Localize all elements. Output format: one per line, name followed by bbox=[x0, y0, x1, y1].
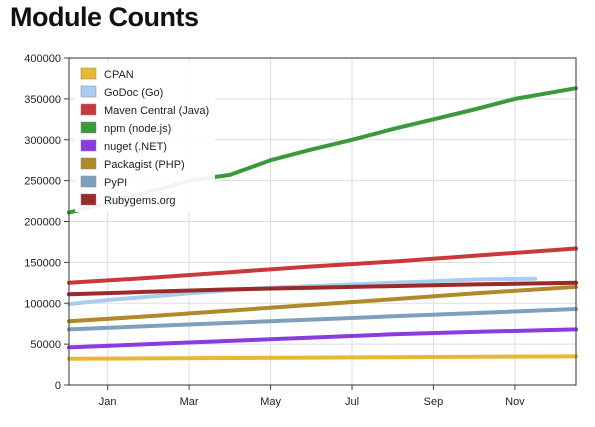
legend-label: CPAN bbox=[104, 69, 134, 81]
legend-label: Maven Central (Java) bbox=[104, 105, 209, 117]
y-tick-label: 250000 bbox=[24, 176, 61, 188]
series-line-packagist-php bbox=[67, 284, 578, 324]
legend-label: Packagist (PHP) bbox=[104, 159, 185, 171]
chart-legend: CPAN GoDoc (Go) Maven Central (Java) npm (n… bbox=[75, 62, 215, 212]
x-tick-label: Sep bbox=[424, 396, 444, 408]
y-tick-label: 50000 bbox=[30, 339, 61, 351]
series-line-cpan bbox=[67, 354, 578, 361]
legend-swatch bbox=[80, 193, 97, 206]
legend-label: nuget (.NET) bbox=[104, 141, 167, 153]
x-tick-label: Jan bbox=[99, 396, 117, 408]
series-line-rubygems-org bbox=[67, 280, 578, 297]
y-tick-label: 150000 bbox=[24, 257, 61, 269]
legend-swatch bbox=[80, 175, 97, 188]
legend-swatch bbox=[80, 67, 97, 80]
plot-frame bbox=[68, 57, 577, 386]
series-layer bbox=[67, 86, 578, 361]
legend-background bbox=[75, 62, 215, 212]
y-tick-label: 400000 bbox=[24, 53, 61, 65]
y-tick-label: 200000 bbox=[24, 217, 61, 229]
series-line-maven-central-java bbox=[67, 246, 578, 285]
x-tick-label: Nov bbox=[505, 396, 525, 408]
x-tick-label: Jul bbox=[345, 396, 359, 408]
legend-label: Rubygems.org bbox=[104, 195, 176, 207]
legend-label: GoDoc (Go) bbox=[104, 87, 163, 99]
legend-swatch bbox=[80, 103, 97, 116]
series-line-pypi bbox=[67, 307, 578, 332]
legend-swatch bbox=[80, 139, 97, 152]
legend-swatch bbox=[80, 85, 97, 98]
y-tick-label: 300000 bbox=[24, 135, 61, 147]
legend-label: PyPI bbox=[104, 177, 127, 189]
legend-swatch bbox=[80, 121, 97, 134]
x-tick-label: May bbox=[260, 396, 281, 408]
tick-labels: 0 50000 100000 150000 200000 250000 300000 3500… bbox=[24, 53, 525, 408]
y-tick-label: 350000 bbox=[24, 94, 61, 106]
y-tick-label: 0 bbox=[55, 380, 61, 392]
chart-axes bbox=[64, 57, 577, 390]
legend-label: npm (node.js) bbox=[104, 123, 171, 135]
y-tick-label: 100000 bbox=[24, 298, 61, 310]
x-tick-label: Mar bbox=[180, 396, 199, 408]
series-line-nuget-net bbox=[67, 327, 578, 350]
page-title: Module Counts bbox=[10, 2, 199, 32]
legend-swatch bbox=[80, 157, 97, 170]
